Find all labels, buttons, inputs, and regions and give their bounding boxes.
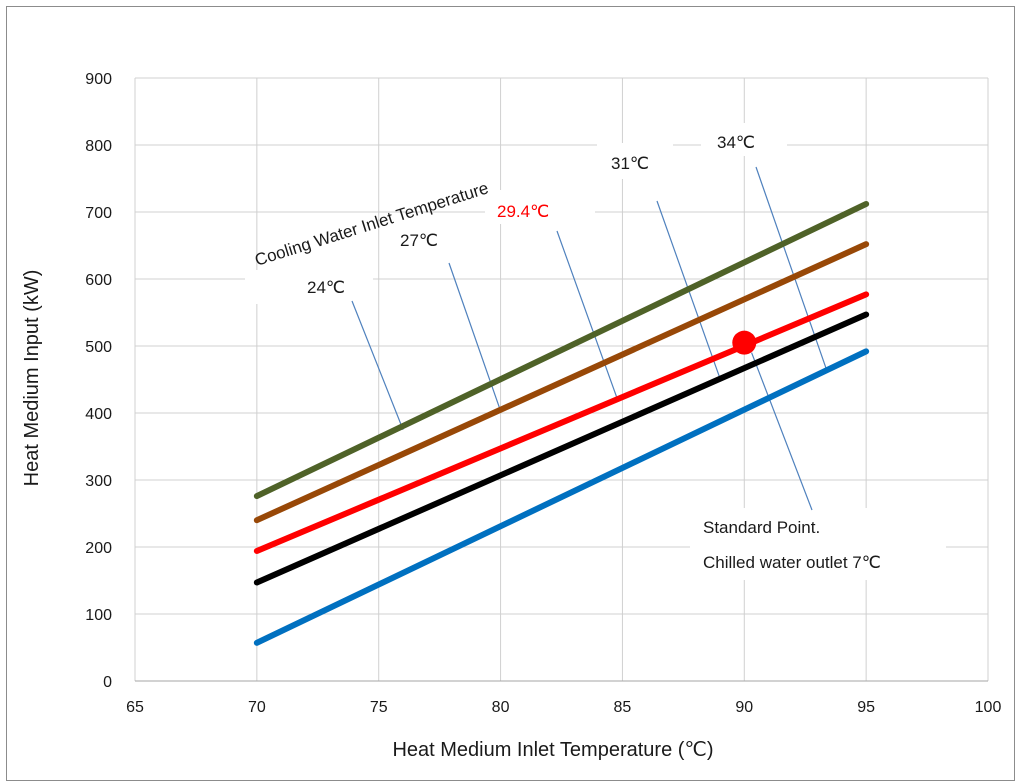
x-tick-label: 95: [857, 699, 875, 716]
label-27c: 27℃: [400, 231, 438, 250]
label-29-4c: 29.4℃: [497, 202, 549, 221]
x-tick-label: 85: [614, 699, 632, 716]
grid: [134, 77, 989, 682]
y-tick-label: 900: [85, 71, 112, 88]
chilled-water-label: Chilled water outlet 7℃: [703, 553, 881, 572]
y-tick-label: 800: [85, 138, 112, 155]
x-tick-label: 75: [370, 699, 388, 716]
label-background: [690, 508, 946, 580]
label-background: [485, 190, 595, 224]
series-line: [253, 348, 870, 646]
x-axis-title: Heat Medium Inlet Temperature (℃): [392, 739, 713, 761]
standard-point-marker: [732, 330, 757, 355]
y-tick-label: 100: [85, 607, 112, 624]
x-tick-label: 90: [735, 699, 753, 716]
label-31c: 31℃: [611, 154, 649, 173]
series-line: [253, 200, 870, 500]
y-tick-label: 600: [85, 272, 112, 289]
markers: [732, 330, 757, 355]
series-line: [253, 311, 870, 586]
y-axis-title: Heat Medium Input (kW): [21, 270, 43, 487]
y-tick-label: 0: [103, 674, 112, 691]
y-tick-label: 500: [85, 339, 112, 356]
x-tick-label: 65: [126, 699, 144, 716]
y-tick-labels: 0 100 200 300 400 500 600 700 800 900: [85, 71, 112, 691]
label-background: [245, 270, 373, 304]
label-34c: 34℃: [717, 133, 755, 152]
y-tick-label: 200: [85, 540, 112, 557]
label-24c: 24℃: [307, 278, 345, 297]
leader-line-standard-point: [751, 352, 813, 511]
x-tick-label: 80: [492, 699, 510, 716]
chart-frame: [6, 6, 1015, 781]
series-lines: [253, 200, 870, 646]
label-background: [383, 218, 459, 254]
label-background: [597, 143, 673, 179]
y-tick-label: 700: [85, 205, 112, 222]
standard-point-label: Standard Point.: [703, 518, 820, 537]
y-tick-label: 400: [85, 406, 112, 423]
leader-line: [556, 230, 619, 400]
series-line: [253, 241, 870, 524]
leader-line: [351, 300, 404, 430]
annotation-backgrounds: [245, 123, 946, 580]
x-tick-labels: 65 70 75 80 85 90 95 100: [126, 699, 1001, 716]
x-tick-label: 70: [248, 699, 266, 716]
x-tick-label: 100: [975, 699, 1002, 716]
label-background: [701, 123, 787, 156]
y-tick-label: 300: [85, 473, 112, 490]
series-line: [253, 291, 870, 555]
